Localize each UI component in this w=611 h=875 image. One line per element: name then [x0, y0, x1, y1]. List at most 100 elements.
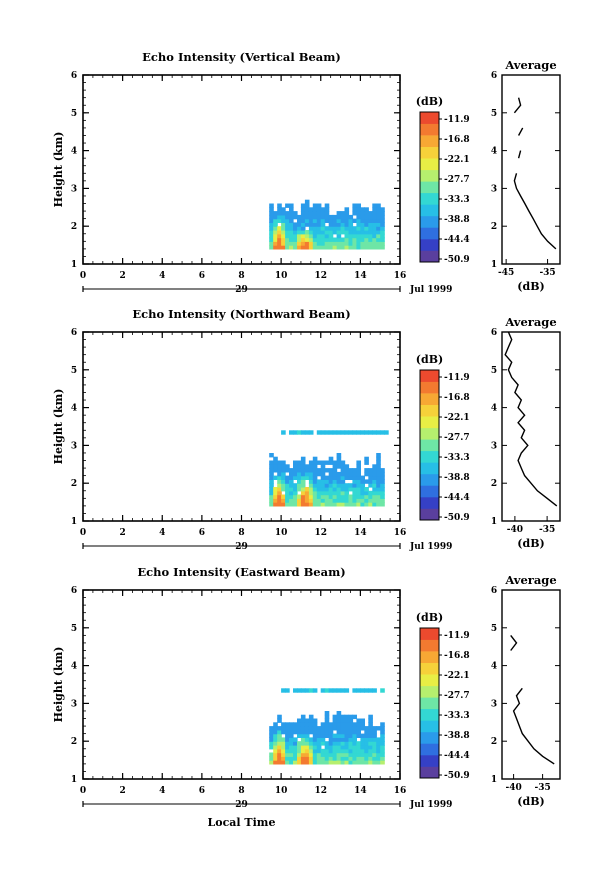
- heatmap-cell: [340, 226, 346, 231]
- heatmap-cell: [320, 760, 326, 765]
- heatmap-cell: [304, 733, 310, 738]
- heatmap-cell: [336, 211, 342, 216]
- heatmap-cell: [308, 722, 314, 727]
- heatmap-cell: [281, 475, 286, 480]
- heatmap-cell: [285, 748, 290, 754]
- colorbar-tick-label: -38.8: [444, 215, 470, 225]
- heatmap-cell: [285, 211, 290, 216]
- colorbar: (dB)-11.9 -16.8 -22.1 -27.7 -33.3 -38.8 -44.4 -…: [416, 611, 470, 781]
- heatmap-cell: [304, 752, 310, 757]
- heatmap-cell: [293, 430, 298, 435]
- heatmap-cell: [273, 490, 278, 496]
- heatmap-cell: [368, 468, 373, 473]
- x-tick-label: 6: [199, 786, 205, 796]
- heatmap-cell: [348, 237, 354, 242]
- heatmap-cell: [368, 214, 373, 220]
- heatmap-cell: [348, 752, 354, 757]
- x-tick-label: 10: [275, 786, 288, 796]
- heatmap-cell: [344, 241, 350, 246]
- x-tick-label: 4: [159, 271, 165, 281]
- heatmap-cell: [328, 741, 334, 746]
- heatmap-cell: [304, 241, 310, 246]
- heatmap-cell: [368, 722, 373, 727]
- heatmap-cell: [308, 241, 314, 246]
- heatmap-cell: [328, 745, 334, 750]
- heatmap-cell: [269, 737, 274, 742]
- heatmap-cell: [304, 199, 310, 205]
- heatmap-cell: [293, 471, 298, 477]
- heatmap-cell: [285, 475, 290, 480]
- heatmap-cell: [328, 722, 334, 727]
- heatmap-cell: [324, 718, 330, 723]
- profile-x-label: (dB): [517, 537, 544, 550]
- heatmap-cell: [376, 468, 381, 473]
- heatmap-cell: [320, 756, 326, 761]
- panel-0: Echo Intensity (Vertical Beam)0 2 4 6 8 10 12 1…: [52, 50, 561, 295]
- heatmap-cell: [297, 718, 302, 723]
- heatmap-cell: [304, 748, 310, 754]
- heatmap-cell: [368, 737, 373, 742]
- colorbar-segment: [420, 439, 439, 452]
- colorbar-segment: [420, 227, 439, 240]
- heatmap-cell: [281, 207, 286, 212]
- heatmap-cell: [332, 460, 338, 465]
- heatmap-cell: [340, 214, 346, 220]
- heatmap-cell: [368, 498, 373, 503]
- heatmap-cell: [324, 226, 330, 231]
- heatmap-cell: [293, 487, 298, 492]
- heatmap-cell: [297, 502, 302, 507]
- heatmap-cell: [281, 233, 286, 239]
- heatmap-cell: [281, 722, 286, 727]
- heatmap-cell: [336, 230, 342, 235]
- heatmap-cell: [340, 460, 346, 465]
- heatmap-cell: [308, 718, 314, 723]
- heatmap-cell: [336, 453, 342, 458]
- heatmap-cell: [328, 233, 334, 239]
- y-tick-label: 4: [71, 662, 77, 672]
- heatmap-cell: [285, 487, 290, 492]
- heatmap-cell: [328, 490, 334, 496]
- heatmap-cell: [364, 471, 369, 477]
- heatmap-cell: [316, 490, 322, 496]
- heatmap-cell: [336, 494, 342, 499]
- heatmap-cell: [293, 230, 298, 235]
- heatmap-cell: [380, 471, 385, 477]
- heatmap-cell: [285, 737, 290, 742]
- heatmap-cell: [304, 490, 310, 496]
- heatmap-cell: [372, 737, 377, 742]
- profile-x-tick-label: -40: [505, 783, 521, 793]
- heatmap-cell: [348, 233, 354, 239]
- heatmap-cell: [340, 737, 346, 742]
- heatmap-cell: [348, 737, 354, 742]
- heatmap-cell: [372, 230, 377, 235]
- heatmap-cell: [372, 211, 377, 216]
- heatmap-cell: [360, 483, 365, 488]
- heatmap-cell: [348, 733, 354, 738]
- heatmap-cell: [316, 468, 322, 473]
- heatmap-cell: [372, 222, 377, 227]
- heatmap-cell: [332, 226, 338, 231]
- heatmap-cell: [308, 483, 314, 488]
- heatmap-cell: [320, 233, 326, 239]
- heatmap-cell: [277, 241, 282, 246]
- colorbar: (dB)-11.9 -16.8 -22.1 -27.7 -33.3 -38.8 -44.4 -…: [416, 353, 470, 523]
- heatmap-cell: [293, 483, 298, 488]
- heatmap-cell: [304, 207, 310, 212]
- heatmap-cell: [352, 494, 357, 499]
- heatmap-cell: [332, 494, 338, 499]
- colorbar-segment: [420, 473, 439, 486]
- heatmap-cell: [380, 241, 385, 246]
- colorbar-segment: [420, 628, 439, 640]
- heatmap-cell: [281, 245, 286, 250]
- heatmap-cell: [340, 464, 346, 469]
- heatmap-cell: [380, 237, 385, 242]
- heatmap-cell: [304, 722, 310, 727]
- heatmap-cell: [332, 726, 338, 731]
- heatmap-cell: [308, 745, 314, 750]
- heatmap-cell: [277, 487, 282, 492]
- heatmap-cells: [269, 199, 385, 250]
- heatmap-cell: [304, 471, 310, 477]
- heatmap-cell: [348, 722, 354, 727]
- heatmap-cell: [340, 718, 346, 723]
- heatmap-cell: [269, 222, 274, 227]
